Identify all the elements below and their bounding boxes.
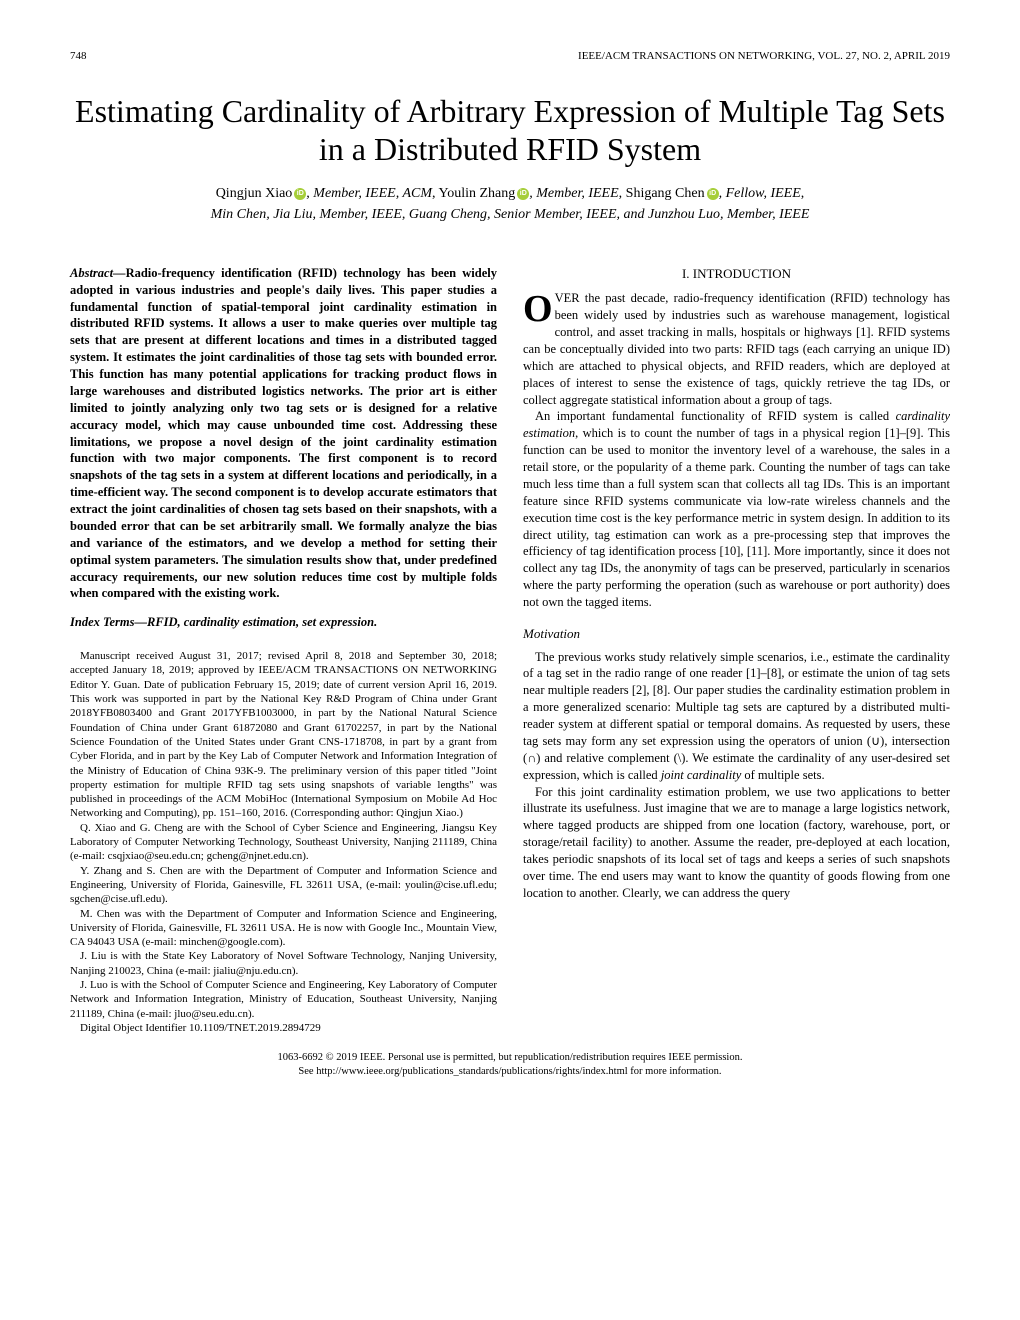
page-number: 748 (70, 50, 87, 62)
author-role: , Fellow, IEEE (719, 186, 801, 201)
motivation-p2: For this joint cardinality estimation pr… (523, 784, 950, 902)
abstract: Abstract—Radio-frequency identification … (70, 265, 497, 603)
motivation-p1-em: joint cardinality (661, 768, 741, 782)
manuscript-doi: Digital Object Identifier 10.1109/TNET.2… (70, 1021, 497, 1035)
journal-info: IEEE/ACM TRANSACTIONS ON NETWORKING, VOL… (578, 50, 950, 62)
author-sep: , (801, 186, 805, 201)
orcid-icon (517, 188, 529, 200)
author-role: , Member, IEEE, ACM (306, 186, 432, 201)
motivation-p1a: The previous works study relatively simp… (523, 650, 950, 782)
index-terms-heading: Index Terms— (70, 615, 147, 629)
manuscript-p2: Q. Xiao and G. Cheng are with the School… (70, 821, 497, 864)
intro-p2b: , which is to count the number of tags i… (523, 426, 950, 609)
manuscript-p3: Y. Zhang and S. Chen are with the Depart… (70, 864, 497, 907)
motivation-p1: The previous works study relatively simp… (523, 649, 950, 784)
intro-p1-body: VER the past decade, radio-frequency ide… (523, 291, 950, 406)
author-role: , Member, IEEE (529, 186, 618, 201)
two-column-body: Abstract—Radio-frequency identification … (70, 265, 950, 1035)
manuscript-p5: J. Liu is with the State Key Laboratory … (70, 949, 497, 978)
author-name: , Youlin Zhang (432, 186, 515, 201)
abstract-heading: Abstract— (70, 266, 126, 280)
subsection-motivation: Motivation (523, 625, 950, 643)
index-terms-body: RFID, cardinality estimation, set expres… (147, 615, 377, 629)
page-footer: 1063-6692 © 2019 IEEE. Personal use is p… (70, 1051, 950, 1078)
orcid-icon (707, 188, 719, 200)
right-column: I. INTRODUCTION OVER the past decade, ra… (523, 265, 950, 1035)
manuscript-p6: J. Luo is with the School of Computer Sc… (70, 978, 497, 1021)
motivation-p1b: of multiple sets. (741, 768, 824, 782)
section-heading-intro: I. INTRODUCTION (523, 265, 950, 283)
dropcap: O (523, 290, 555, 324)
abstract-body: Radio-frequency identification (RFID) te… (70, 266, 497, 601)
author-name: , Shigang Chen (619, 186, 705, 201)
running-header: 748 IEEE/ACM TRANSACTIONS ON NETWORKING,… (70, 50, 950, 62)
intro-p2: An important fundamental functionality o… (523, 408, 950, 611)
index-terms: Index Terms—RFID, cardinality estimation… (70, 614, 497, 631)
left-column: Abstract—Radio-frequency identification … (70, 265, 497, 1035)
intro-p2a: An important fundamental functionality o… (535, 409, 896, 423)
author-name: Qingjun Xiao (216, 186, 293, 201)
orcid-icon (294, 188, 306, 200)
authors-block: Qingjun Xiao , Member, IEEE, ACM, Youlin … (70, 183, 950, 225)
manuscript-info: Manuscript received August 31, 2017; rev… (70, 649, 497, 1035)
intro-p1: OVER the past decade, radio-frequency id… (523, 290, 950, 408)
paper-title: Estimating Cardinality of Arbitrary Expr… (70, 92, 950, 169)
footer-line1: 1063-6692 © 2019 IEEE. Personal use is p… (70, 1051, 950, 1065)
footer-line2: See http://www.ieee.org/publications_sta… (70, 1065, 950, 1079)
manuscript-p1: Manuscript received August 31, 2017; rev… (70, 649, 497, 821)
manuscript-p4: M. Chen was with the Department of Compu… (70, 907, 497, 950)
authors-line2: Min Chen, Jia Liu, Member, IEEE, Guang C… (211, 207, 810, 222)
